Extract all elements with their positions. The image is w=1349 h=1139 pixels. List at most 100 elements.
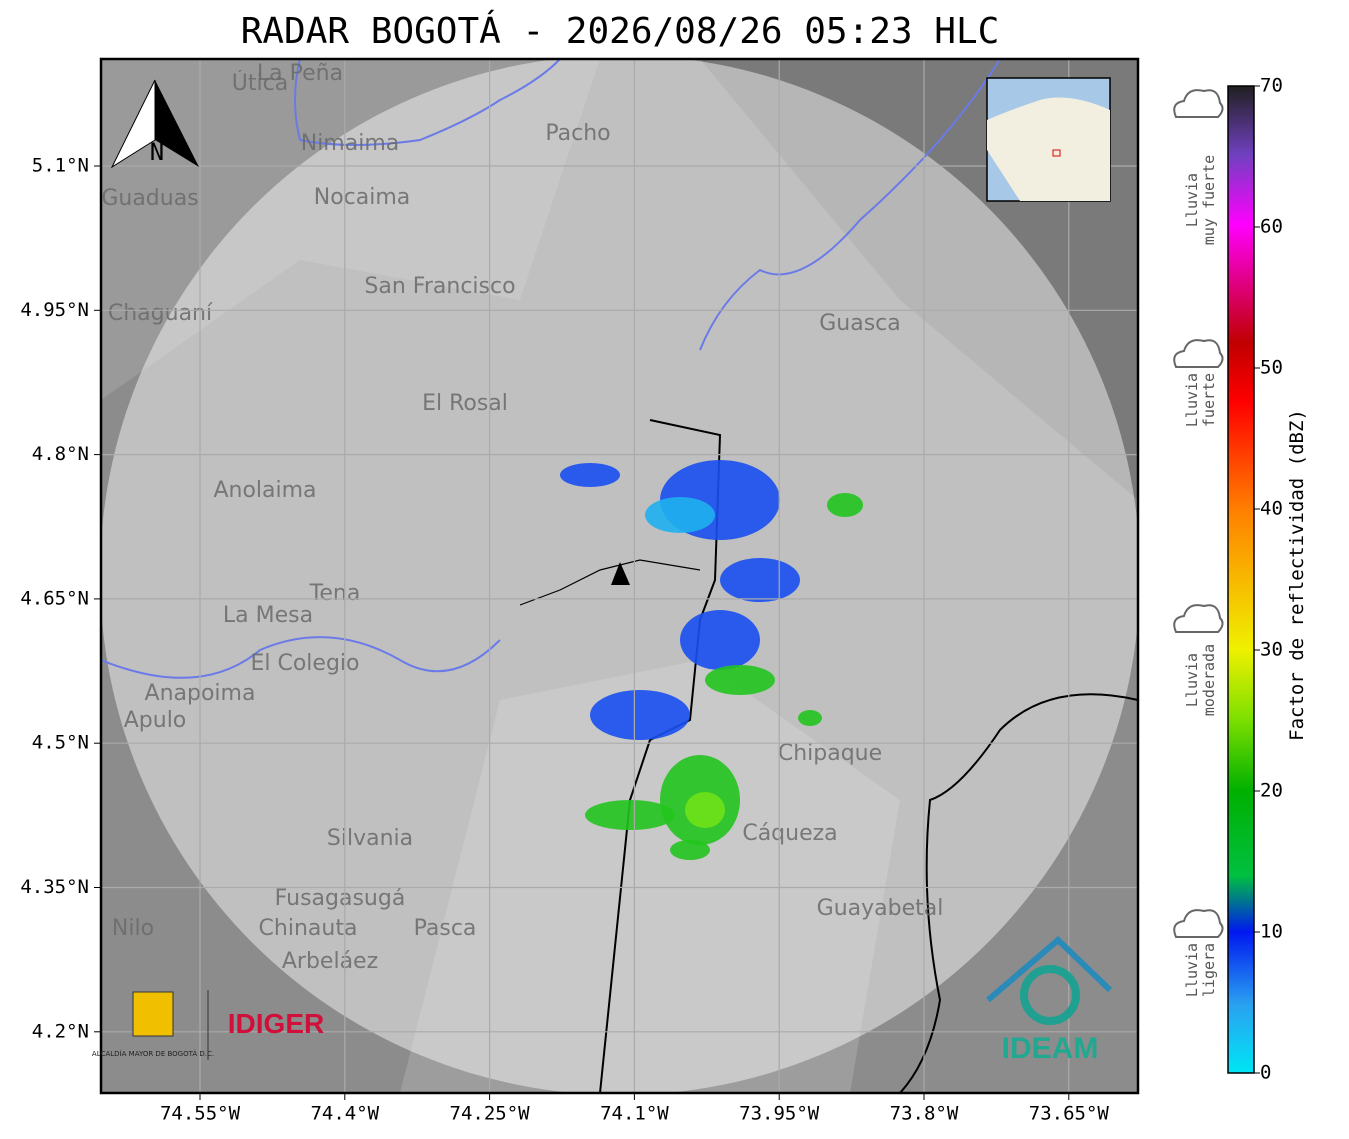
echo xyxy=(680,610,760,670)
echo xyxy=(590,690,690,740)
place-label: Fusagasugá xyxy=(275,886,406,911)
lat-tick-label: 5.1°N xyxy=(32,155,89,177)
boundary xyxy=(599,419,722,1093)
lat-tick-label: 4.65°N xyxy=(20,587,89,609)
cloud-icon xyxy=(1173,604,1224,633)
lon-tick-label: 74.25°W xyxy=(450,1103,531,1125)
place-label: Chipaque xyxy=(778,741,882,766)
lon-tick-label: 73.8°W xyxy=(890,1103,959,1125)
inset-map xyxy=(986,77,1111,202)
axes: 5.1°N 4.95°N 4.8°N 4.65°N 4.5°N 4.35°N 4.2°N 74… xyxy=(20,75,1283,1125)
category-label: Lluvia xyxy=(1183,173,1201,227)
place-label: Chinauta xyxy=(259,916,358,941)
lon-tick-label: 74.55°W xyxy=(160,1103,241,1125)
place-label: Útica xyxy=(232,70,288,96)
place-label: El Colegio xyxy=(250,651,359,676)
shield xyxy=(132,991,174,1037)
colorbar-tick-label: 60 xyxy=(1260,216,1283,238)
district xyxy=(519,559,701,606)
ideam-roof xyxy=(986,935,1113,1003)
place-label: Arbeláez xyxy=(282,949,378,974)
lat-tick-label: 4.35°N xyxy=(20,876,89,898)
terrain-shade xyxy=(400,660,900,1093)
lat-tick-label: 4.8°N xyxy=(32,443,89,465)
echo xyxy=(670,840,710,860)
place-label: Silvania xyxy=(327,826,413,851)
place-label: Nimaima xyxy=(301,131,400,156)
category-label: moderada xyxy=(1200,644,1218,716)
colorbar-label: Factor de reflectividad (dBZ) xyxy=(1286,409,1308,741)
lon-tick-label: 74.4°W xyxy=(310,1103,379,1125)
echo xyxy=(645,497,715,533)
title: RADAR BOGOTÁ - 2026/08/26 05:23 HLC xyxy=(241,10,1000,52)
category-label: Lluvia xyxy=(1183,943,1201,997)
place-label: San Francisco xyxy=(364,274,515,299)
echo xyxy=(798,710,822,726)
place-label: Guayabetal xyxy=(817,896,944,921)
place-label: Cáqueza xyxy=(742,821,837,846)
place-label: Anolaima xyxy=(213,478,316,503)
place-label: La Mesa xyxy=(223,603,313,628)
echo xyxy=(585,800,675,830)
inset-land xyxy=(987,97,1110,201)
lat-tick-label: 4.2°N xyxy=(32,1020,89,1042)
colorbar xyxy=(1227,85,1255,1074)
echo xyxy=(560,463,620,487)
lat-tick-label: 4.5°N xyxy=(32,732,89,754)
place-label: Nocaima xyxy=(314,185,411,210)
map-frame xyxy=(99,57,1140,1095)
category-label: Lluvia xyxy=(1183,373,1201,427)
ideam-swirl xyxy=(1020,965,1080,1025)
lon-tick-label: 74.1°W xyxy=(600,1103,669,1125)
echo xyxy=(685,792,725,828)
colorbar-tick-label: 40 xyxy=(1260,498,1283,520)
inset-marker xyxy=(1052,149,1061,157)
river xyxy=(699,59,1001,351)
alcaldia-text: ALCALDÍA MAYOR DE BOGOTÁ D.C. xyxy=(92,1049,214,1058)
category-label: muy fuerte xyxy=(1200,155,1218,245)
arrow-right xyxy=(155,80,199,167)
place-label: Apulo xyxy=(124,708,187,733)
category-label: fuerte xyxy=(1200,373,1218,427)
colorbar-tick-label: 0 xyxy=(1260,1062,1271,1084)
cloud-icon xyxy=(1173,909,1224,938)
colorbar-tick-label: 30 xyxy=(1260,639,1283,661)
colorbar-tick-label: 20 xyxy=(1260,780,1283,802)
grid xyxy=(101,59,1138,1093)
colorbar-tick-label: 70 xyxy=(1260,75,1283,97)
north-arrow: N xyxy=(110,79,199,169)
north-label: N xyxy=(150,138,164,166)
place-label: El Rosal xyxy=(422,391,508,416)
category-label: Lluvia xyxy=(1183,653,1201,707)
logo-alcaldia: ALCALDÍA MAYOR DE BOGOTÁ D.C. IDIGER xyxy=(92,990,324,1060)
place-label: Guaduas xyxy=(101,186,198,211)
river xyxy=(294,59,561,146)
lon-tick-label: 73.95°W xyxy=(739,1103,820,1125)
echo xyxy=(827,493,863,517)
colorbar-tick-label: 50 xyxy=(1260,357,1283,379)
place-label: Tena xyxy=(309,581,361,606)
lat-tick-label: 4.95°N xyxy=(20,299,89,321)
river xyxy=(101,636,501,679)
radar-site xyxy=(611,562,630,585)
place-label: Pasca xyxy=(414,916,477,941)
place-label: Pacho xyxy=(545,121,610,146)
lon-tick-label: 73.65°W xyxy=(1029,1103,1110,1125)
colorbar-tick-label: 10 xyxy=(1260,921,1283,943)
ideam-logo: IDEAM xyxy=(1002,1032,1099,1065)
boundary xyxy=(899,693,1138,1093)
cloud-icon xyxy=(1173,89,1224,118)
cloud-icon xyxy=(1173,339,1224,368)
idiger-logo: IDIGER xyxy=(228,1008,324,1039)
place-label: Nilo xyxy=(112,916,154,941)
category-label: ligera xyxy=(1200,943,1218,997)
place-label: Guasca xyxy=(819,311,901,336)
terrain-shade xyxy=(101,59,600,400)
place-label: La Peña xyxy=(257,61,343,86)
place-label: Chaguaní xyxy=(108,301,213,326)
echo xyxy=(705,665,775,695)
echoes xyxy=(560,460,863,860)
